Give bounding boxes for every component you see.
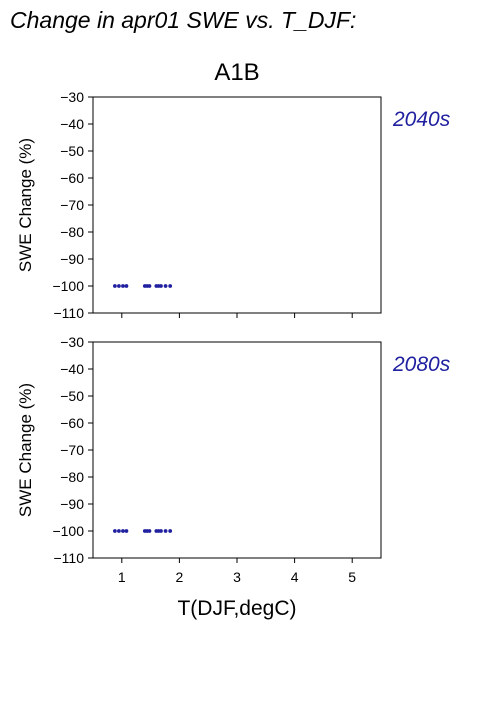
data-point <box>163 529 168 533</box>
x-tick-label: 1 <box>118 569 126 585</box>
x-tick-label: 5 <box>348 569 356 585</box>
y-tick-label: −30 <box>60 89 84 105</box>
data-point <box>168 529 173 533</box>
y-tick-label: −100 <box>52 278 84 294</box>
data-point <box>121 284 125 288</box>
y-tick-label: −70 <box>60 442 84 458</box>
y-axis-label: SWE Change (%) <box>16 383 35 517</box>
y-tick-label: −90 <box>60 496 84 512</box>
y-tick-label: −60 <box>60 415 84 431</box>
plot-frame <box>92 96 382 314</box>
data-point <box>117 529 121 533</box>
period-label: 2080s <box>392 353 451 376</box>
data-point <box>124 284 129 288</box>
y-tick-label: −100 <box>52 523 84 539</box>
data-point <box>159 284 163 288</box>
period-label: 2040s <box>392 108 451 131</box>
data-point <box>147 529 152 533</box>
y-axis-label: SWE Change (%) <box>16 138 35 272</box>
y-tick-label: −110 <box>54 305 85 321</box>
plot-frame <box>92 341 382 559</box>
y-tick-label: −50 <box>60 388 84 404</box>
panel-2080s: −30 −40 −50 −60 −70 −80 −90 −100 −110 1 2 3 4 5 SWE Ch… <box>16 334 451 620</box>
x-tick-label: 2 <box>176 569 184 585</box>
y-tick-label: −70 <box>60 197 84 213</box>
y-tick-label: −90 <box>60 251 84 267</box>
data-point <box>117 284 121 288</box>
y-tick-label: −60 <box>60 170 84 186</box>
data-point <box>147 284 152 288</box>
data-point <box>163 284 168 288</box>
y-tick-label: −40 <box>60 116 84 132</box>
data-point <box>124 529 129 533</box>
x-tick-label: 4 <box>291 569 299 585</box>
x-tick-label: 3 <box>233 569 241 585</box>
y-tick-label: −30 <box>60 334 84 350</box>
data-point <box>121 529 125 533</box>
data-point <box>159 529 163 533</box>
y-tick-label: −110 <box>54 550 85 566</box>
panel-2040s: −30 −40 −50 −60 −70 −80 −90 −100 −110 SWE Change … <box>16 89 451 321</box>
data-point <box>112 284 117 288</box>
y-tick-label: −80 <box>60 224 84 240</box>
data-point <box>168 284 173 288</box>
y-tick-label: −80 <box>60 469 84 485</box>
y-tick-label: −50 <box>60 143 84 159</box>
scenario-title: A1B <box>214 59 259 86</box>
figure-title: Change in apr01 SWE vs. T_DJF: <box>10 7 356 33</box>
x-axis-label: T(DJF,degC) <box>177 597 296 620</box>
data-point <box>112 529 117 533</box>
y-tick-label: −40 <box>60 361 84 377</box>
